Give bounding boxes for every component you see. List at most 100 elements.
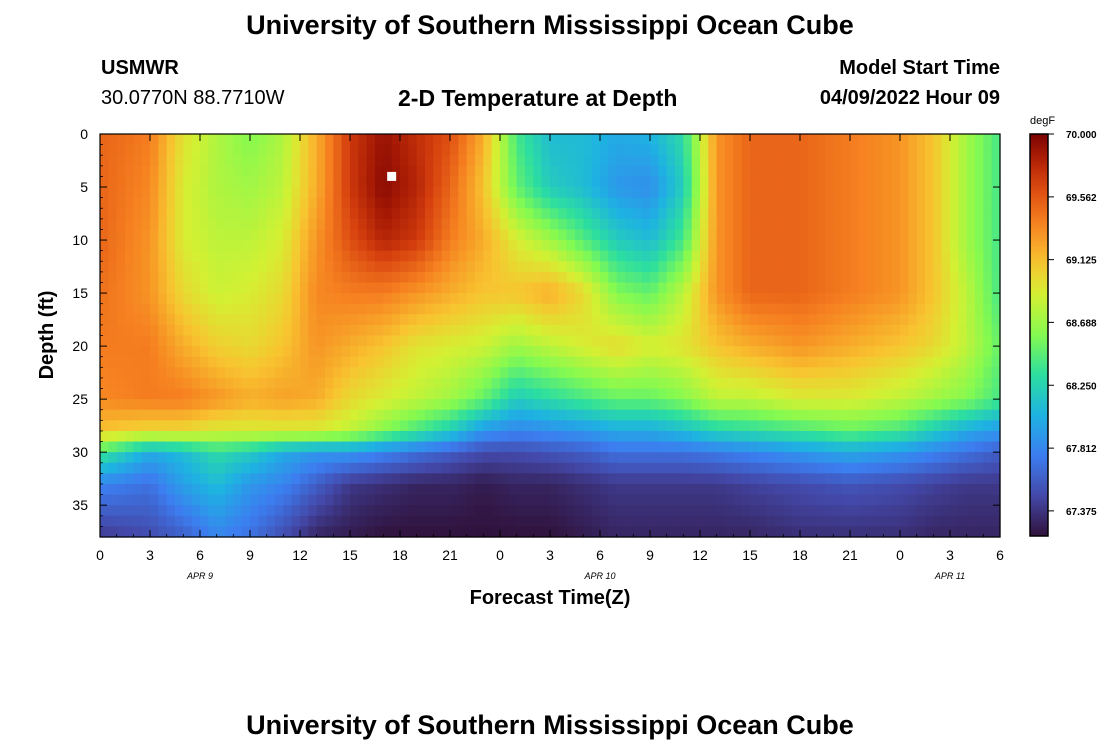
heatmap-cell: [325, 218, 334, 231]
heatmap-cell: [225, 367, 234, 379]
heatmap-cell: [341, 483, 351, 496]
heatmap-cell: [666, 134, 676, 146]
heatmap-cell: [666, 155, 676, 167]
heatmap-cell: [391, 452, 401, 464]
heatmap-cell: [366, 155, 376, 167]
heatmap-cell: [333, 229, 343, 241]
heatmap-cell: [958, 420, 968, 432]
heatmap-cell: [600, 229, 609, 241]
heatmap-cell: [616, 187, 626, 199]
heatmap-cell: [850, 165, 859, 178]
heatmap-cell: [983, 165, 993, 178]
heatmap-cell: [950, 165, 959, 178]
heatmap-cell: [608, 452, 618, 464]
heatmap-cell: [966, 293, 976, 305]
heatmap-cell: [666, 526, 676, 538]
heatmap-cell: [416, 303, 426, 315]
heatmap-cell: [900, 526, 909, 538]
heatmap-cell: [316, 473, 326, 485]
heatmap-cell: [108, 271, 118, 284]
heatmap-cell: [566, 282, 576, 294]
heatmap-cell: [675, 346, 684, 358]
heatmap-cell: [800, 303, 809, 315]
heatmap-cell: [191, 134, 201, 146]
heatmap-cell: [758, 335, 768, 347]
heatmap-cell: [800, 430, 809, 443]
heatmap-cell: [883, 483, 893, 496]
heatmap-cell: [316, 218, 326, 231]
heatmap-cell: [241, 293, 251, 305]
heatmap-cell: [166, 505, 176, 517]
heatmap-cell: [700, 144, 709, 156]
heatmap-cell: [691, 218, 701, 231]
heatmap-cell: [300, 324, 309, 337]
heatmap-cell: [950, 293, 959, 305]
heatmap-cell: [958, 165, 968, 178]
heatmap-cell: [133, 303, 143, 315]
heatmap-cell: [366, 473, 376, 485]
heatmap-cell: [858, 176, 868, 188]
heatmap-cell: [891, 187, 901, 199]
heatmap-cell: [600, 388, 609, 400]
heatmap-cell: [225, 293, 234, 305]
heatmap-cell: [208, 441, 218, 453]
heatmap-cell: [833, 515, 843, 527]
heatmap-cell: [858, 187, 868, 199]
heatmap-cell: [125, 505, 134, 517]
heatmap-cell: [125, 208, 134, 220]
heatmap-cell: [291, 293, 301, 305]
heatmap-cell: [116, 240, 126, 252]
heatmap-cell: [166, 134, 176, 146]
heatmap-cell: [425, 367, 434, 379]
heatmap-cell: [358, 399, 368, 411]
heatmap-cell: [266, 367, 276, 379]
heatmap-cell: [133, 483, 143, 496]
heatmap-cell: [808, 526, 818, 538]
heatmap-cell: [925, 494, 934, 506]
heatmap-cell: [283, 409, 293, 421]
heatmap-cell: [125, 229, 134, 241]
heatmap-cell: [666, 324, 676, 337]
heatmap-cell: [150, 420, 159, 432]
heatmap-cell: [150, 494, 159, 506]
heatmap-cell: [691, 293, 701, 305]
heatmap-cell: [950, 187, 959, 199]
heatmap-cell: [608, 346, 618, 358]
heatmap-cell: [658, 197, 668, 209]
heatmap-cell: [725, 483, 734, 496]
heatmap-cell: [783, 494, 793, 506]
heatmap-cell: [625, 452, 634, 464]
heatmap-cell: [800, 441, 809, 453]
heatmap-cell: [525, 473, 534, 485]
heatmap-cell: [416, 155, 426, 167]
heatmap-cell: [291, 452, 301, 464]
heatmap-cell: [750, 409, 759, 421]
heatmap-cell: [283, 176, 293, 188]
heatmap-cell: [725, 346, 734, 358]
heatmap-cell: [958, 208, 968, 220]
heatmap-cell: [208, 303, 218, 315]
heatmap-cell: [783, 399, 793, 411]
heatmap-cell: [533, 155, 543, 167]
heatmap-cell: [791, 229, 801, 241]
heatmap-cell: [150, 483, 159, 496]
heatmap-cell: [875, 399, 884, 411]
heatmap-cell: [200, 420, 209, 432]
heatmap-cell: [900, 165, 909, 178]
heatmap-cell: [358, 303, 368, 315]
heatmap-cell: [100, 452, 109, 464]
heatmap-cell: [400, 293, 409, 305]
heatmap-cell: [250, 483, 259, 496]
heatmap-cell: [766, 494, 776, 506]
heatmap-cell: [775, 144, 784, 156]
heatmap-cell: [258, 314, 268, 326]
heatmap-cell: [441, 271, 451, 284]
heatmap-cell: [858, 515, 868, 527]
heatmap-cell: [633, 388, 643, 400]
heatmap-cell: [741, 303, 751, 315]
heatmap-cell: [933, 144, 943, 156]
heatmap-cell: [708, 165, 718, 178]
heatmap-cell: [391, 505, 401, 517]
heatmap-cell: [875, 303, 884, 315]
heatmap-cell: [808, 399, 818, 411]
